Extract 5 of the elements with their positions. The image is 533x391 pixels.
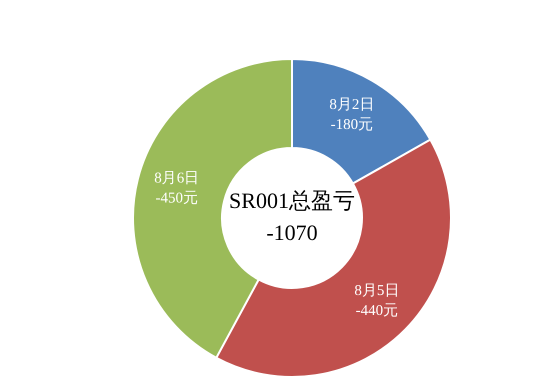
text: -1070 <box>266 220 318 245</box>
slice-label: 8月2日 -180元 <box>329 97 374 134</box>
slice-label: 8月5日 -440元 <box>354 283 400 320</box>
slice-label: 8月6日 -450元 <box>154 170 200 207</box>
text: SR001总盈亏 <box>229 188 355 213</box>
